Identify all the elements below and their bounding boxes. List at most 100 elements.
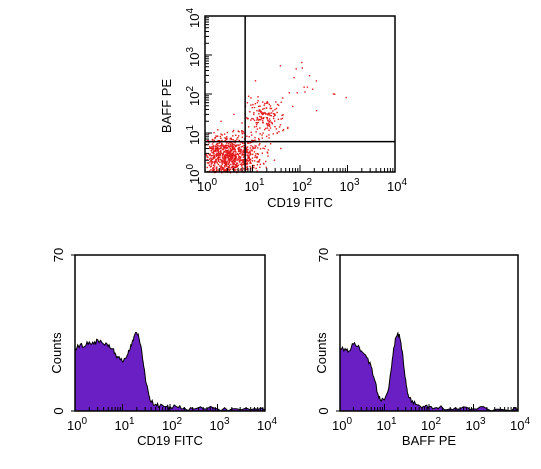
scatter-point bbox=[254, 147, 257, 149]
scatter-point bbox=[213, 131, 215, 134]
scatter-point bbox=[250, 167, 252, 169]
scatter-point bbox=[238, 160, 240, 162]
scatter-point bbox=[258, 110, 260, 112]
scatter-point bbox=[261, 137, 264, 139]
scatter-point bbox=[271, 112, 273, 114]
scatter-point bbox=[242, 156, 245, 158]
scatter-point bbox=[306, 86, 309, 88]
scatter-point bbox=[224, 162, 227, 164]
scatter-point bbox=[245, 168, 248, 171]
scatter-point bbox=[255, 121, 257, 124]
tick-label: 70 bbox=[51, 248, 66, 262]
scatter-point bbox=[228, 146, 231, 148]
scatter-point bbox=[266, 116, 268, 119]
scatter-point bbox=[222, 145, 224, 147]
scatter-point bbox=[251, 150, 253, 152]
scatter-point bbox=[226, 144, 228, 147]
scatter-point bbox=[220, 170, 222, 172]
scatter-point bbox=[253, 160, 256, 162]
scatter-point bbox=[225, 168, 228, 170]
scatter-point bbox=[237, 144, 239, 146]
scatter-point bbox=[215, 146, 218, 148]
scatter-point bbox=[218, 140, 221, 142]
scatter-point bbox=[215, 160, 217, 162]
scatter-point bbox=[235, 166, 237, 169]
scatter-point bbox=[219, 158, 222, 161]
scatter-point bbox=[259, 142, 261, 145]
scatter-point bbox=[237, 150, 240, 152]
scatter-point bbox=[262, 121, 264, 124]
scatter-point bbox=[235, 153, 237, 156]
scatter-point bbox=[254, 156, 256, 158]
scatter-point bbox=[248, 157, 250, 160]
scatter-point bbox=[249, 162, 251, 164]
scatter-point bbox=[228, 152, 230, 154]
scatter-point bbox=[253, 164, 255, 167]
scatter-point bbox=[223, 159, 226, 161]
scatter-point bbox=[216, 146, 219, 149]
scatter-point bbox=[229, 142, 231, 144]
scatter-point bbox=[247, 157, 249, 159]
scatter-point bbox=[214, 154, 216, 157]
scatter-point bbox=[225, 137, 227, 140]
scatter-point bbox=[253, 151, 256, 153]
scatter-point bbox=[230, 152, 232, 154]
scatter-point bbox=[221, 152, 223, 155]
scatter-point bbox=[243, 132, 245, 134]
scatter-point bbox=[262, 101, 264, 103]
scatter-point bbox=[236, 152, 239, 155]
scatter-point bbox=[256, 170, 258, 172]
scatter-point bbox=[269, 120, 271, 122]
scatter-point bbox=[222, 144, 224, 146]
scatter-point bbox=[227, 166, 229, 169]
scatter-point bbox=[243, 151, 246, 154]
scatter-point bbox=[272, 115, 275, 118]
scatter-point bbox=[221, 139, 223, 142]
scatter-point bbox=[247, 160, 249, 162]
scatter-point bbox=[243, 161, 245, 163]
scatter-point bbox=[221, 154, 224, 156]
scatter-point bbox=[333, 93, 336, 95]
scatter-point bbox=[254, 136, 256, 139]
scatter-point bbox=[264, 145, 267, 147]
scatter-point bbox=[256, 122, 259, 124]
scatter-point bbox=[232, 148, 235, 151]
scatter-point bbox=[254, 145, 256, 147]
scatter-point bbox=[234, 165, 237, 167]
scatter-point bbox=[233, 168, 236, 171]
scatter-point bbox=[241, 136, 244, 138]
scatter-point bbox=[206, 156, 208, 158]
scatter-point bbox=[274, 114, 276, 117]
scatter-point bbox=[236, 159, 238, 161]
histogram-cd19-panel: 100 101 102 103 104 0 70 CD19 FITC Counts bbox=[49, 248, 277, 448]
scatter-point bbox=[225, 147, 227, 149]
scatter-point bbox=[223, 151, 225, 153]
scatter-point bbox=[215, 155, 218, 157]
scatter-point bbox=[227, 165, 230, 168]
scatter-point bbox=[266, 125, 269, 127]
scatter-point bbox=[211, 146, 213, 148]
scatter-point bbox=[232, 147, 235, 150]
scatter-point bbox=[250, 131, 252, 134]
scatter-point bbox=[263, 107, 265, 110]
scatter-point bbox=[220, 137, 222, 140]
scatter-point bbox=[282, 114, 284, 116]
scatter-point bbox=[265, 166, 267, 169]
scatter-point bbox=[235, 156, 237, 159]
scatter-point bbox=[220, 120, 222, 123]
scatter-point bbox=[296, 92, 298, 94]
scatter-point bbox=[240, 165, 243, 167]
scatter-point bbox=[221, 163, 223, 165]
scatter-point bbox=[276, 111, 278, 114]
scatter-point bbox=[209, 146, 211, 148]
scatter-point bbox=[230, 149, 232, 151]
scatter-point bbox=[237, 158, 240, 161]
scatter-point bbox=[240, 159, 242, 162]
scatter-point bbox=[220, 167, 222, 170]
scatter-point bbox=[227, 149, 230, 151]
scatter-point bbox=[238, 146, 241, 149]
scatter-point bbox=[224, 151, 227, 153]
scatter-point bbox=[242, 151, 245, 153]
scatter-point bbox=[208, 154, 211, 156]
scatter-point bbox=[210, 161, 213, 163]
